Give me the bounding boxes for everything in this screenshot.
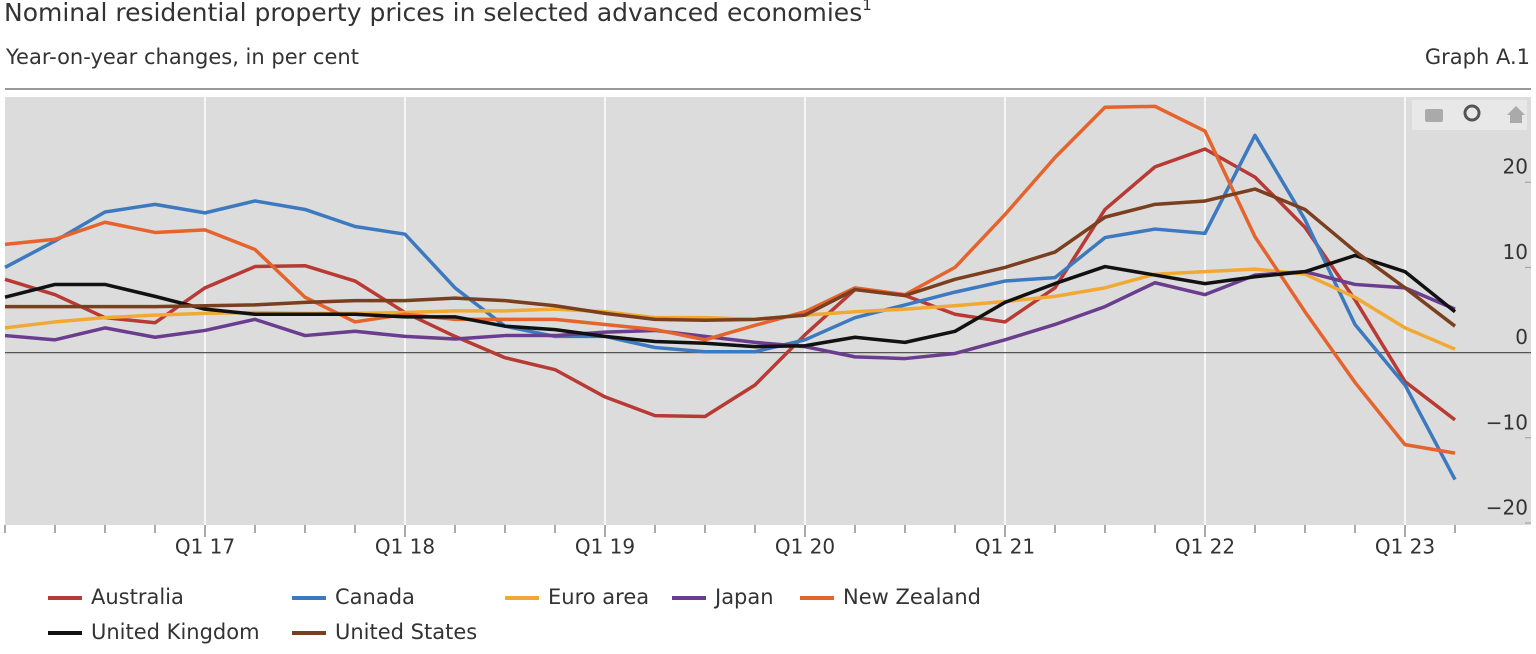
x-tick-label: Q1 23	[1375, 535, 1435, 559]
graph-label: Graph A.1	[1425, 45, 1530, 69]
zoom-icon[interactable]	[1463, 104, 1481, 122]
legend-label: United Kingdom	[91, 620, 260, 644]
series-line	[4, 269, 1456, 361]
x-tick-label: Q1 18	[375, 535, 435, 559]
title-footnote: 1	[862, 0, 872, 14]
y-tick-label: −20	[1486, 496, 1528, 520]
x-tick-label: Q1 22	[1175, 535, 1235, 559]
legend-label: Euro area	[548, 585, 649, 609]
chart-subtitle: Year-on-year changes, in per cent	[5, 45, 359, 69]
y-tick-label: 10	[1503, 240, 1528, 264]
series-line	[4, 147, 1457, 422]
x-tick-label: Q1 21	[975, 535, 1035, 559]
legend-label: Canada	[335, 585, 415, 609]
chart-title: Nominal residential property prices in s…	[4, 0, 872, 27]
camera-icon[interactable]	[1425, 109, 1443, 122]
x-tick-label: Q1 20	[775, 535, 835, 559]
toolbar	[1412, 100, 1527, 130]
series-line	[4, 253, 1457, 349]
legend-label: United States	[335, 620, 477, 644]
legend-label: Japan	[713, 585, 774, 609]
legend-label: Australia	[91, 585, 184, 609]
y-tick-label: 20	[1503, 155, 1528, 179]
legend-label: New Zealand	[843, 585, 981, 609]
x-tick-label: Q1 19	[575, 535, 635, 559]
title-text: Nominal residential property prices in s…	[4, 0, 862, 27]
series-line	[5, 187, 1457, 328]
y-tick-label: 0	[1515, 325, 1528, 349]
y-tick-label: −10	[1486, 410, 1528, 434]
series-line	[4, 133, 1457, 481]
series-line	[4, 104, 1456, 455]
x-tick-label: Q1 17	[175, 535, 235, 559]
home-icon[interactable]	[1507, 106, 1525, 123]
